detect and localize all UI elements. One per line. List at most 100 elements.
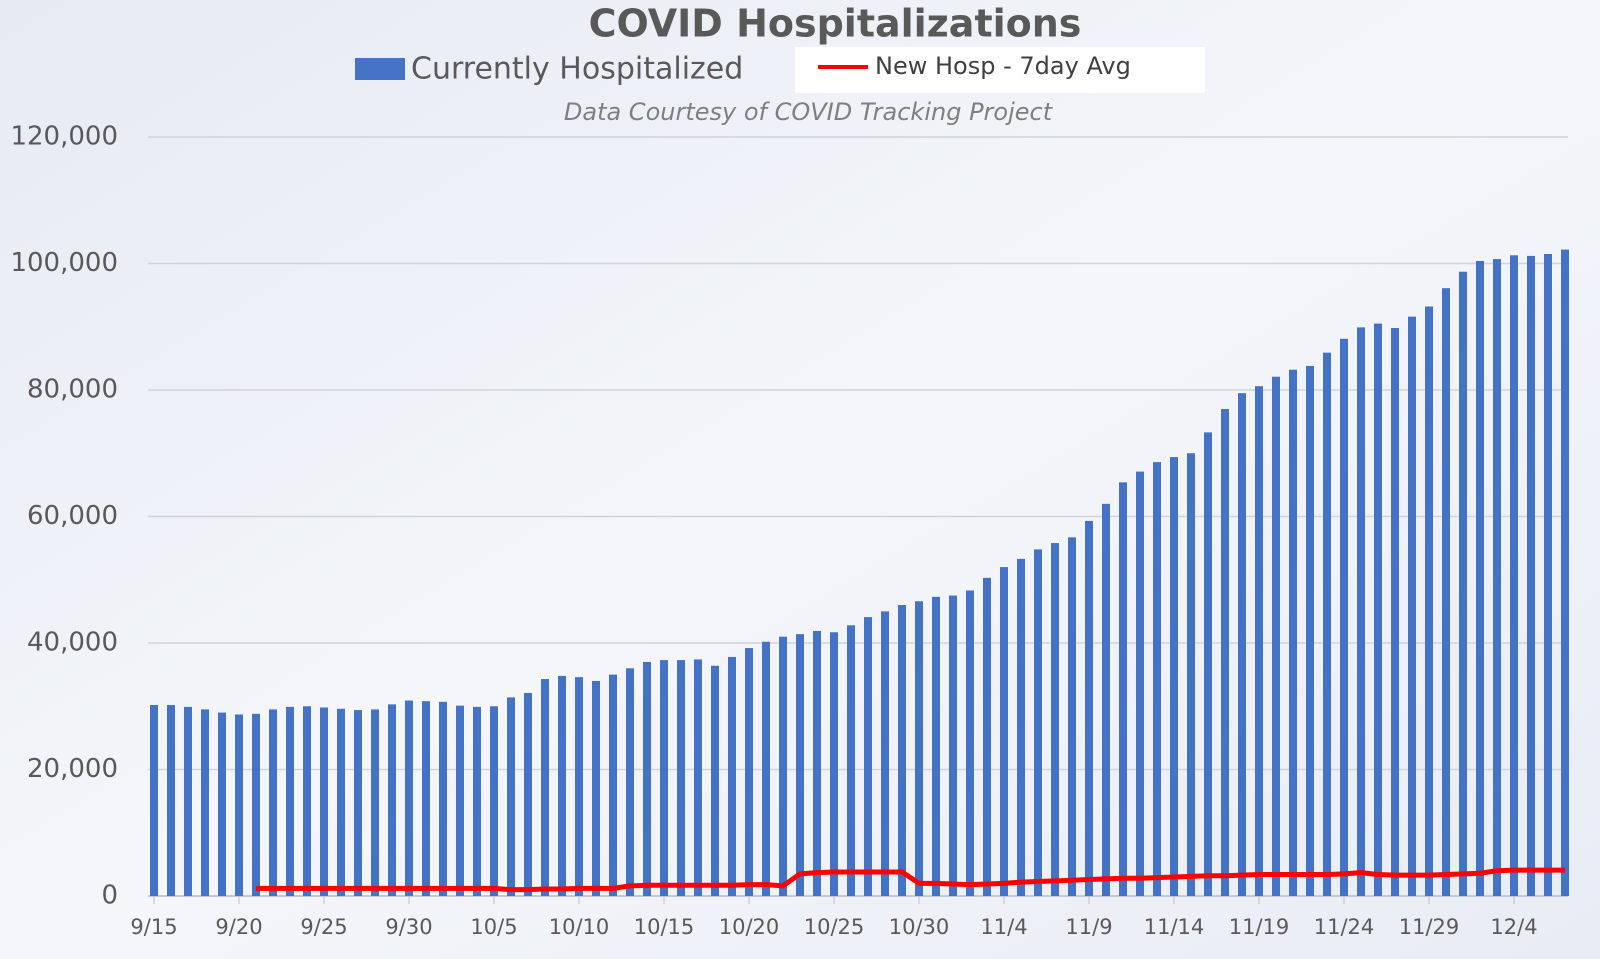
x-tick-label: 11/9	[1065, 915, 1112, 939]
bar	[1459, 271, 1467, 896]
bar	[609, 674, 617, 896]
bar	[1238, 393, 1246, 896]
bar	[660, 660, 668, 896]
bar	[1136, 471, 1144, 896]
bar	[405, 700, 413, 896]
bar	[966, 590, 974, 896]
bar	[813, 630, 821, 896]
y-tick-label: 120,000	[10, 122, 118, 152]
bar	[575, 677, 583, 896]
x-tick-label: 11/19	[1229, 915, 1290, 939]
x-tick-label: 11/29	[1399, 915, 1460, 939]
bar	[1442, 288, 1450, 897]
bar	[881, 611, 889, 896]
bar	[456, 705, 464, 896]
bar	[1493, 259, 1501, 896]
bar	[1000, 567, 1008, 896]
bar	[1408, 316, 1416, 896]
bar	[337, 708, 345, 896]
legend-label: Currently Hospitalized	[411, 52, 743, 87]
bar	[728, 656, 736, 896]
bar	[541, 679, 549, 896]
x-tick-label: 11/24	[1314, 915, 1375, 939]
x-tick-label: 12/4	[1490, 915, 1537, 939]
bar	[796, 634, 804, 896]
bar	[354, 710, 362, 896]
bar	[983, 577, 991, 896]
bar	[1544, 254, 1552, 896]
bar	[830, 632, 838, 896]
x-tick-label: 9/30	[385, 915, 432, 939]
x-tick-label: 11/4	[980, 915, 1027, 939]
bar	[1187, 453, 1195, 896]
bar	[1476, 260, 1484, 897]
x-tick-label: 10/25	[804, 915, 865, 939]
chart-title: COVID Hospitalizations	[589, 2, 1082, 46]
bar	[847, 625, 855, 896]
bar	[473, 706, 481, 896]
x-tick-label: 11/14	[1144, 915, 1205, 939]
bar	[167, 704, 175, 896]
bar	[1272, 376, 1280, 896]
x-tick-label: 9/25	[300, 915, 347, 939]
x-tick-label: 10/30	[889, 915, 950, 939]
bar	[1102, 503, 1110, 896]
x-tick-label: 9/20	[215, 915, 262, 939]
bar	[677, 660, 685, 896]
bar	[864, 617, 872, 896]
bar	[388, 704, 396, 896]
y-tick-label: 20,000	[27, 754, 118, 784]
legend-swatch	[355, 58, 405, 80]
bar	[1357, 327, 1365, 896]
bar	[1374, 323, 1382, 896]
bar	[1085, 520, 1093, 896]
x-tick-label: 10/10	[549, 915, 610, 939]
x-tick-label: 10/5	[470, 915, 517, 939]
y-tick-label: 60,000	[27, 501, 118, 531]
bar	[150, 704, 158, 896]
bar	[898, 605, 906, 896]
bar	[184, 706, 192, 896]
bar	[218, 712, 226, 896]
bar	[1017, 558, 1025, 896]
legend-box	[795, 47, 1205, 93]
bar	[915, 601, 923, 896]
bar	[1561, 249, 1569, 896]
bar	[320, 707, 328, 896]
bar	[643, 661, 651, 896]
bar	[1119, 482, 1127, 896]
bar	[1391, 328, 1399, 896]
bar	[932, 596, 940, 896]
bar	[1340, 338, 1348, 897]
bar	[1068, 537, 1076, 896]
x-tick-label: 10/20	[719, 915, 780, 939]
y-tick-label: 100,000	[10, 248, 118, 278]
bar	[269, 709, 277, 896]
bar	[252, 713, 260, 896]
bar	[1170, 457, 1178, 896]
y-tick-label: 40,000	[27, 628, 118, 658]
bar	[235, 714, 243, 896]
bar	[201, 709, 209, 896]
y-tick-label: 0	[101, 881, 118, 911]
bar	[1425, 306, 1433, 896]
bar	[524, 692, 532, 896]
bar	[762, 641, 770, 896]
bar	[1510, 255, 1518, 897]
chart-subtitle: Data Courtesy of COVID Tracking Project	[564, 98, 1054, 126]
bar	[422, 701, 430, 896]
bar	[286, 706, 294, 896]
bar	[1255, 386, 1263, 896]
line	[256, 867, 1565, 893]
x-tick-label: 9/15	[130, 915, 177, 939]
bar	[779, 636, 787, 896]
bar	[592, 680, 600, 896]
bar	[558, 675, 566, 896]
bar	[1034, 549, 1042, 896]
bar	[507, 697, 515, 896]
bar	[1221, 408, 1229, 896]
bar	[1306, 365, 1314, 897]
bar	[1204, 432, 1212, 896]
y-tick-label: 80,000	[27, 375, 118, 405]
